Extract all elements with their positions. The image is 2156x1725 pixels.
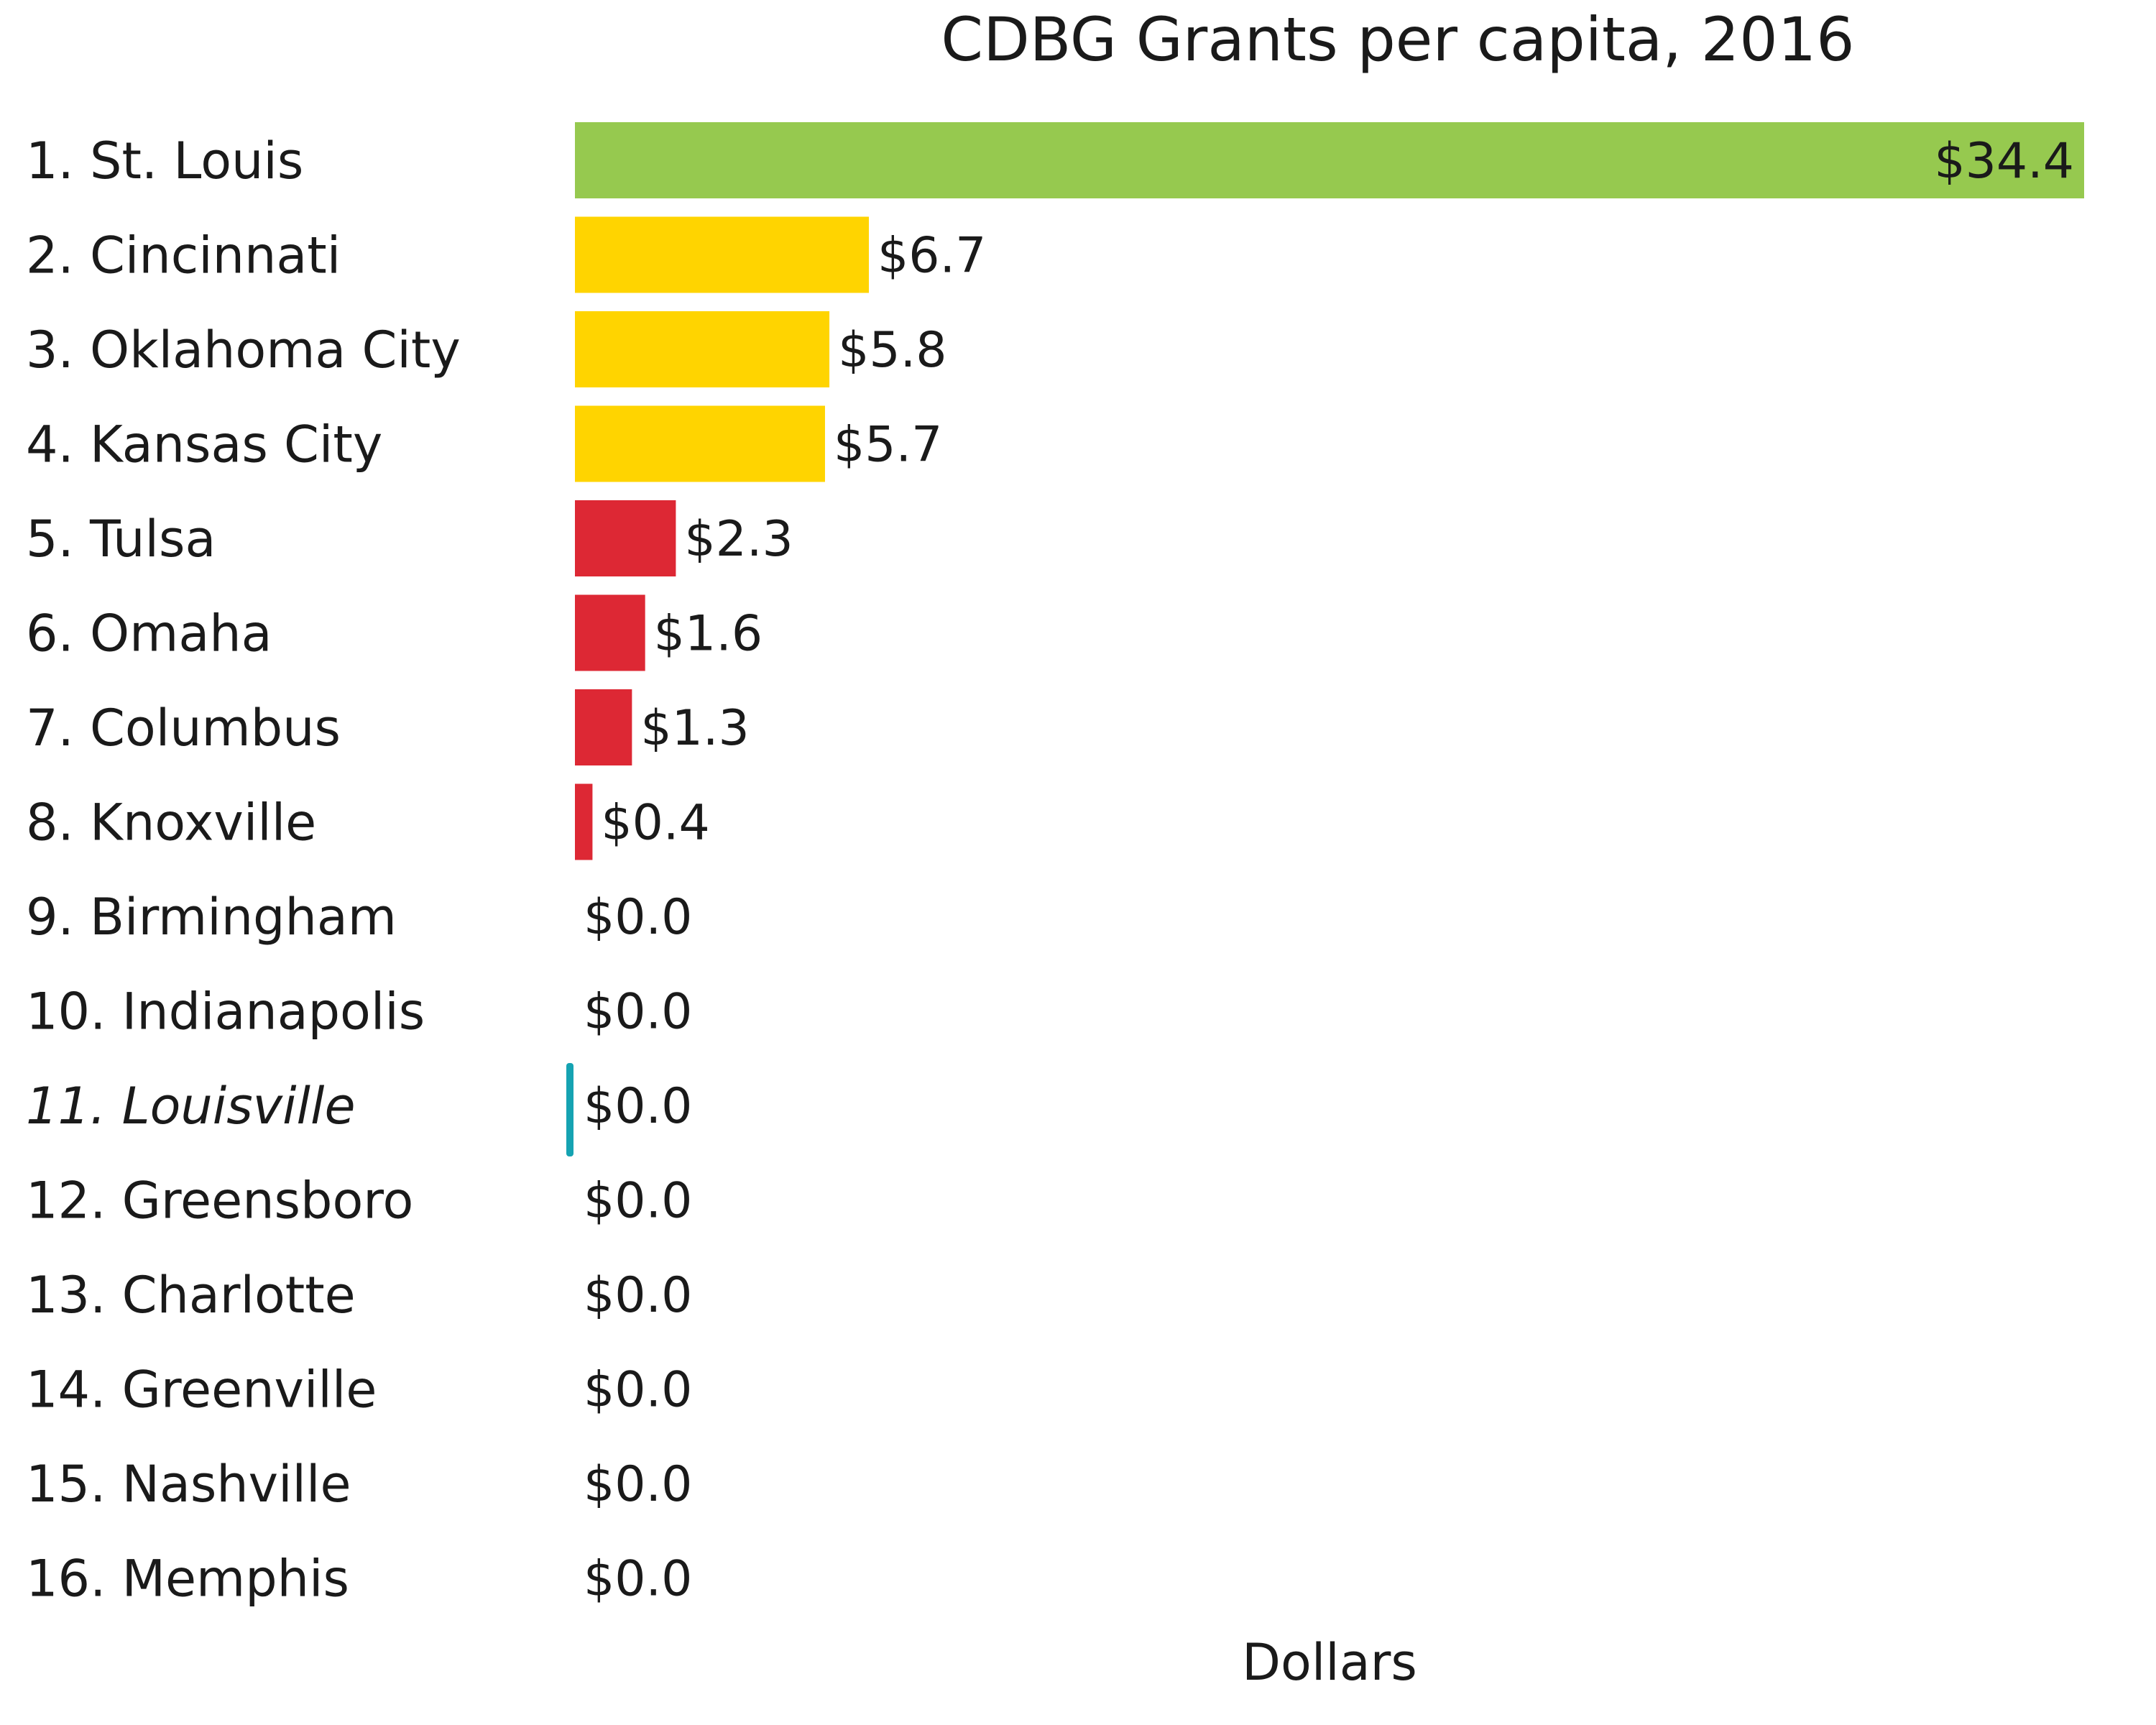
category-label-oklahoma-city: 3. Oklahoma City xyxy=(26,321,461,380)
category-label-columbus: 7. Columbus xyxy=(26,699,341,758)
category-label-greensboro: 12. Greensboro xyxy=(26,1172,413,1230)
bar-tulsa xyxy=(575,500,676,576)
value-label-greensboro: $0.0 xyxy=(584,1173,692,1230)
category-label-louisville: 11. Louisville xyxy=(26,1077,356,1136)
category-label-indianapolis: 10. Indianapolis xyxy=(26,983,425,1041)
x-axis-label: Dollars xyxy=(1242,1633,1417,1692)
value-label-oklahoma-city: $5.8 xyxy=(838,322,946,379)
value-label-columbus: $1.3 xyxy=(640,700,749,757)
category-label-st-louis: 1. St. Louis xyxy=(26,132,303,190)
category-label-memphis: 16. Memphis xyxy=(26,1550,349,1609)
highlight-marker-louisville xyxy=(566,1063,573,1156)
bar-st-louis xyxy=(575,122,2084,198)
value-label-nashville: $0.0 xyxy=(584,1456,692,1513)
category-label-omaha: 6. Omaha xyxy=(26,604,272,663)
value-label-louisville: $0.0 xyxy=(584,1078,692,1135)
category-label-cincinnati: 2. Cincinnati xyxy=(26,226,341,285)
value-label-charlotte: $0.0 xyxy=(584,1267,692,1324)
chart-title: CDBG Grants per capita, 2016 xyxy=(941,4,1855,75)
category-label-birmingham: 9. Birmingham xyxy=(26,888,397,947)
value-label-greenville: $0.0 xyxy=(584,1362,692,1419)
category-label-charlotte: 13. Charlotte xyxy=(26,1266,356,1325)
value-label-indianapolis: $0.0 xyxy=(584,984,692,1041)
bar-kansas-city xyxy=(575,405,825,482)
value-label-omaha: $1.6 xyxy=(654,606,763,663)
value-label-birmingham: $0.0 xyxy=(584,889,692,946)
category-label-greenville: 14. Greenville xyxy=(26,1361,377,1420)
bar-oklahoma-city xyxy=(575,311,830,387)
category-label-knoxville: 8. Knoxville xyxy=(26,794,316,852)
value-label-tulsa: $2.3 xyxy=(684,511,793,568)
bar-columbus xyxy=(575,689,632,765)
value-label-st-louis: $34.4 xyxy=(1934,133,2074,190)
bar-cincinnati xyxy=(575,216,870,293)
value-label-memphis: $0.0 xyxy=(584,1551,692,1608)
bar-omaha xyxy=(575,594,645,671)
bar-knoxville xyxy=(575,783,593,860)
value-label-knoxville: $0.4 xyxy=(601,795,709,852)
category-label-kansas-city: 4. Kansas City xyxy=(26,415,382,474)
value-label-kansas-city: $5.7 xyxy=(834,417,942,474)
value-label-cincinnati: $6.7 xyxy=(877,228,986,285)
category-label-nashville: 15. Nashville xyxy=(26,1455,351,1514)
category-label-tulsa: 5. Tulsa xyxy=(26,510,216,569)
